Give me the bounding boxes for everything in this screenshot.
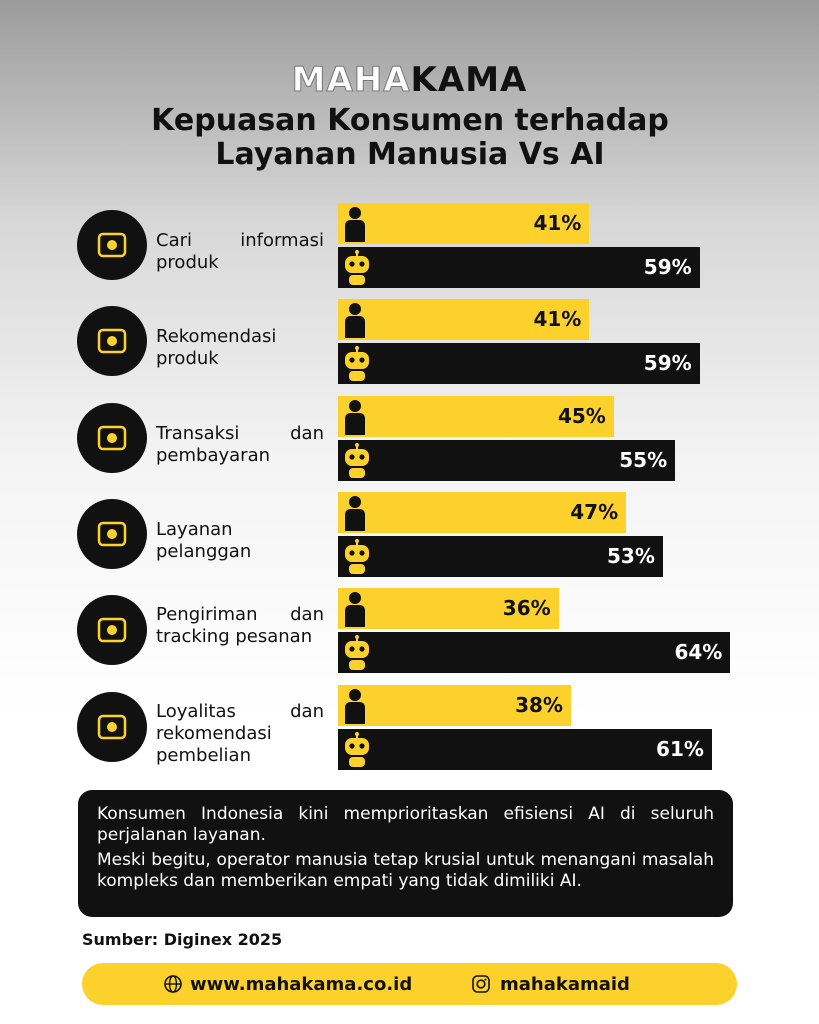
person-icon xyxy=(345,592,365,628)
bar: 45% xyxy=(338,395,614,437)
note-text: Meski begitu, operator manusia tetap kru… xyxy=(97,850,714,891)
note-box: Konsumen Indonesia kini memprioritaskan … xyxy=(78,790,733,917)
bar: 64% xyxy=(338,632,731,674)
value-label: 38% xyxy=(515,692,563,717)
value-label: 41% xyxy=(533,211,582,235)
bar: 38% xyxy=(338,684,571,726)
bar: 47% xyxy=(338,491,627,533)
category-icon xyxy=(77,306,147,377)
robot-icon xyxy=(345,442,369,478)
category-icon xyxy=(77,210,147,280)
bar: 41% xyxy=(338,299,590,341)
value-label: 47% xyxy=(570,499,619,524)
person-icon xyxy=(345,399,365,435)
bar: 59% xyxy=(338,247,700,288)
category-label: Cari informasi produk xyxy=(156,230,324,273)
person-icon xyxy=(345,303,365,339)
bar: 55% xyxy=(338,439,676,481)
source: Sumber: Diginex 2025 xyxy=(82,930,283,949)
value-label: 55% xyxy=(619,447,668,472)
category-label: Pengiriman dan tracking pesanan xyxy=(156,604,324,648)
robot-icon xyxy=(345,250,369,285)
website[interactable]: www.mahakama.co.id xyxy=(190,974,413,995)
bar: 36% xyxy=(338,588,559,630)
value-label: 64% xyxy=(674,640,723,665)
person-icon xyxy=(345,688,365,724)
chart-title: Kepuasan Konsumen terhadap Layanan Manus… xyxy=(151,103,669,172)
value-label: 45% xyxy=(557,403,606,428)
value-label: 36% xyxy=(502,596,551,621)
note-text: Konsumen Indonesia kini memprioritaskan … xyxy=(97,804,714,845)
bar: 61% xyxy=(338,728,712,770)
globe-icon xyxy=(164,975,182,993)
robot-icon xyxy=(345,538,369,574)
value-label: 41% xyxy=(533,307,582,332)
category-icon xyxy=(77,691,147,762)
category-label: Layanan pelanggan xyxy=(156,518,252,562)
robot-icon xyxy=(345,346,369,382)
footer: www.mahakama.co.id mahakamaid xyxy=(82,963,737,1005)
brand-dark: KAMA xyxy=(410,60,528,100)
category-label: Rekomendasi produk xyxy=(156,326,277,370)
person-icon xyxy=(345,207,365,242)
value-label: 61% xyxy=(656,736,704,761)
value-label: 59% xyxy=(643,351,692,376)
category-label: Loyalitas dan rekomendasi pembelian xyxy=(156,700,324,766)
category-icon xyxy=(77,498,147,569)
bar: 59% xyxy=(338,343,700,385)
instagram-icon xyxy=(472,975,490,993)
brand: MAHAKAMA xyxy=(0,60,819,101)
value-label: 59% xyxy=(643,255,692,279)
brand-light: MAHA xyxy=(291,60,411,101)
robot-icon xyxy=(345,635,369,671)
value-label: 53% xyxy=(607,543,655,568)
instagram[interactable]: mahakamaid xyxy=(500,974,630,995)
category-label: Transaksi dan pembayaran xyxy=(156,422,324,466)
person-icon xyxy=(345,495,365,531)
bar: 41% xyxy=(338,203,590,244)
bar: 53% xyxy=(338,535,663,577)
category-icon xyxy=(77,402,147,473)
category-icon xyxy=(77,595,147,666)
robot-icon xyxy=(345,731,369,767)
chart: Cari informasi produk 41% 59% Rekomendasi p… xyxy=(77,203,731,770)
